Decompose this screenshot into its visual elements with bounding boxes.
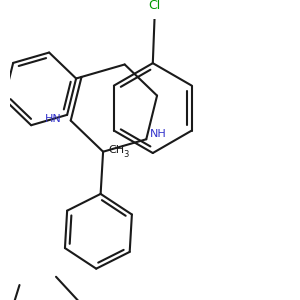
Text: 3: 3 [124,150,129,159]
Text: NH: NH [150,129,167,139]
Text: HN: HN [44,114,61,124]
Text: CH: CH [109,145,125,155]
Text: Cl: Cl [148,0,161,12]
